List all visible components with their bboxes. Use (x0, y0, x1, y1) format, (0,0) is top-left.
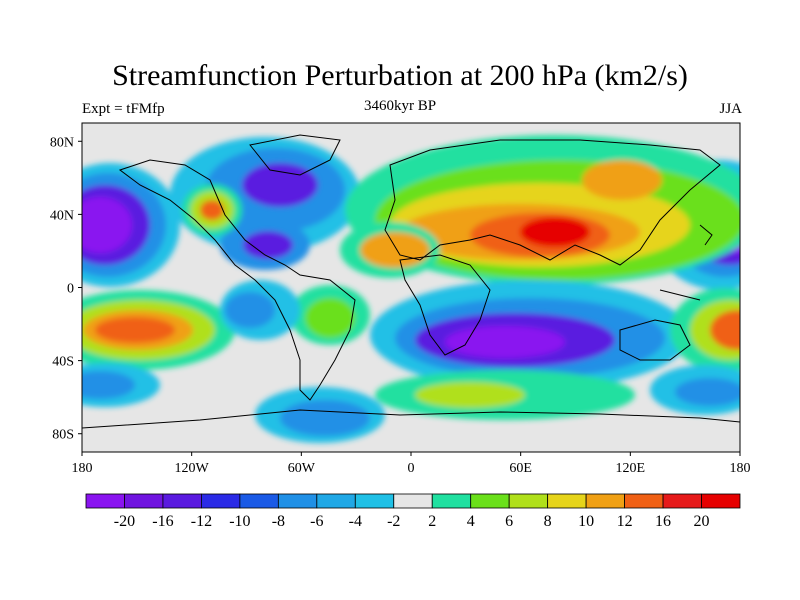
colorbar-label: 20 (694, 513, 710, 530)
longitude-axis: 180 120W 60W 0 60E 120E 180 (72, 452, 751, 476)
lat-label: 0 (67, 282, 74, 297)
contour-field (82, 123, 740, 452)
colorbar-label: -8 (272, 513, 285, 530)
colorbar-swatch (239, 493, 279, 509)
colorbar-label: -2 (387, 513, 400, 530)
colorbar-swatch (431, 493, 472, 509)
lon-label: 180 (72, 461, 93, 476)
colorbar-label: -20 (114, 513, 135, 530)
lon-label: 60W (288, 461, 316, 476)
latitude-axis: 80N 40N 0 40S 80S (50, 135, 82, 443)
lon-label: 120E (616, 461, 646, 476)
colorbar-swatch (85, 493, 125, 509)
lon-label: 0 (408, 461, 415, 476)
colorbar-label: 16 (655, 513, 671, 530)
colorbar-swatch (162, 493, 202, 509)
map-title: Streamfunction Perturbation at 200 hPa (… (112, 59, 688, 92)
colorbar-swatch (316, 493, 356, 509)
colorbar-swatch (508, 493, 549, 509)
colorbar-swatch (470, 493, 510, 509)
colorbar-label: 4 (467, 513, 475, 530)
lon-label: 120W (175, 461, 210, 476)
colorbar-swatch (701, 493, 741, 509)
period-label: 3460kyr BP (363, 98, 437, 114)
colorbar-label: -6 (310, 513, 323, 530)
season-label: JJA (719, 101, 742, 117)
colorbar-swatch (393, 493, 433, 509)
experiment-label: Expt = tFMfp (82, 101, 165, 117)
colorbar-swatch (124, 493, 164, 509)
colorbar-label: -12 (191, 513, 212, 530)
colorbar: -20 -16 -12 -10 -8 -6 -4 -2 2 4 6 8 10 12 16 20 (85, 493, 741, 530)
colorbar-label: 8 (544, 513, 552, 530)
colorbar-swatch (624, 493, 664, 509)
lat-label: 80S (52, 428, 74, 443)
colorbar-swatch (354, 493, 395, 509)
colorbar-label: -10 (229, 513, 250, 530)
colorbar-swatch (201, 493, 241, 509)
lon-label: 60E (509, 461, 532, 476)
colorbar-swatch (662, 493, 702, 509)
colorbar-swatch (277, 493, 318, 509)
colorbar-label: -16 (152, 513, 173, 530)
lat-label: 40S (52, 355, 74, 370)
colorbar-label: -4 (349, 513, 362, 530)
colorbar-swatch (585, 493, 625, 509)
colorbar-label: 6 (505, 513, 513, 530)
lat-label: 80N (50, 135, 74, 150)
coastlines (82, 134, 740, 429)
colorbar-label: 2 (428, 513, 436, 530)
colorbar-label: 10 (578, 513, 594, 530)
colorbar-label: 12 (617, 513, 633, 530)
colorbar-swatch (547, 493, 587, 509)
lon-label: 180 (730, 461, 751, 476)
lat-label: 40N (50, 208, 74, 223)
